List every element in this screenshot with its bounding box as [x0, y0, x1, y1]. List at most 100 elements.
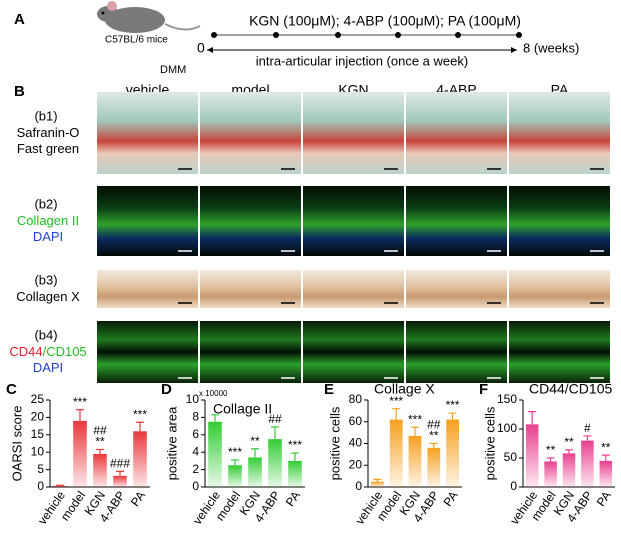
row-label: (b4) [34, 327, 57, 342]
micrograph [97, 270, 198, 308]
bar [288, 460, 302, 487]
error-bar [429, 442, 438, 448]
y-tick-label: 2 [192, 462, 199, 476]
bar [133, 431, 147, 487]
error-bar [231, 459, 239, 466]
chart-title: Collage X [374, 381, 435, 397]
schedule: intra-articular injection (once a week) [256, 53, 468, 68]
micrograph [303, 92, 404, 174]
stain-name: Collagen II [17, 213, 79, 228]
y-tick-label: 6 [192, 427, 199, 441]
bar [446, 419, 459, 487]
micrograph [200, 270, 301, 308]
bar [562, 453, 576, 487]
error-bar [601, 454, 610, 461]
significance: ## [427, 418, 441, 432]
x-tick-label: PA [441, 489, 461, 509]
row-stain: DAPI [33, 229, 63, 244]
significance: ## [93, 424, 107, 438]
bar [93, 453, 107, 487]
error-bar [56, 484, 64, 486]
significance: ** [564, 435, 574, 449]
y-tick-label: 4 [192, 444, 199, 458]
error-bar [373, 478, 382, 482]
significance: *** [288, 438, 302, 452]
error-bar [251, 448, 259, 458]
micrograph [303, 321, 404, 383]
stain-name: Safranin-O [17, 125, 80, 140]
stain-name: DAPI [33, 229, 63, 244]
chart-title: CD44/CD105 [529, 381, 612, 397]
error-bar [116, 470, 124, 476]
row-stain: Collagen X [16, 289, 80, 304]
micrograph [509, 92, 610, 174]
panel-label: A [14, 11, 25, 28]
y-tick-label: 60 [349, 414, 363, 428]
row-stain: Collagen II [17, 213, 79, 228]
y-axis-label: positive area [164, 406, 179, 480]
bar [248, 457, 262, 487]
bar [544, 461, 557, 487]
mouse-icon [97, 1, 201, 33]
micrograph [97, 92, 198, 174]
treatments: KGN (100μM); 4-ABP (100μM); PA (100μM) [249, 13, 521, 29]
y-tick-label: 0 [192, 479, 199, 493]
stain-name: /CD105 [43, 344, 87, 359]
row-stain: Safranin-O [17, 125, 80, 140]
y-tick-label: 100 [497, 421, 517, 435]
error-bar [291, 452, 299, 461]
row-stain: DAPI [33, 360, 63, 375]
micrograph [509, 270, 610, 308]
bar [427, 447, 441, 487]
row-stain: CD44/CD105 [9, 344, 86, 359]
panel-label: E [324, 381, 334, 398]
bar [113, 475, 127, 487]
error-bar [411, 426, 419, 436]
micrograph [303, 270, 404, 308]
stain-name: CD44 [9, 344, 42, 359]
significance: ** [250, 434, 260, 448]
micrograph [406, 321, 507, 383]
y-tick-label: 10 [31, 444, 45, 458]
micrograph [200, 186, 301, 256]
significance: # [584, 421, 591, 435]
error-bar [271, 426, 279, 440]
y-tick-label: 5 [37, 462, 44, 476]
panel-label: B [14, 83, 25, 100]
x-tick-label: PA [594, 489, 614, 509]
error-bar [583, 435, 592, 441]
significance: ** [546, 443, 556, 457]
bar [208, 421, 222, 487]
error-bar [565, 449, 573, 454]
micrograph [303, 186, 404, 256]
row-label: (b1) [34, 108, 57, 123]
y-tick-label: 50 [504, 450, 518, 464]
micrograph [509, 321, 610, 383]
significance: ** [601, 440, 611, 454]
y-tick-label: 15 [31, 427, 45, 441]
bar [371, 481, 384, 487]
bar [228, 465, 242, 487]
y-tick-label: 20 [31, 410, 45, 424]
micrograph [200, 92, 301, 174]
significance: *** [133, 407, 147, 421]
significance: ** [95, 435, 105, 449]
timeline-end: 8 (weeks) [523, 40, 579, 55]
error-bar [211, 414, 219, 422]
y-tick-label: 8 [192, 410, 199, 424]
stain-name: Collagen X [16, 289, 80, 304]
panel-label: C [6, 381, 17, 398]
error-bar [76, 409, 84, 421]
significance: *** [408, 412, 422, 426]
y-tick-label: 25 [31, 392, 45, 406]
micrograph [406, 92, 507, 174]
bar [525, 424, 539, 487]
y-multiplier: x 10000 [199, 389, 228, 398]
significance: ** [429, 429, 439, 443]
error-bar [136, 421, 144, 432]
bar [408, 435, 422, 487]
significance: ### [110, 457, 130, 471]
y-tick-label: 20 [349, 457, 363, 471]
strain: C57BL/6 mice [105, 35, 168, 46]
